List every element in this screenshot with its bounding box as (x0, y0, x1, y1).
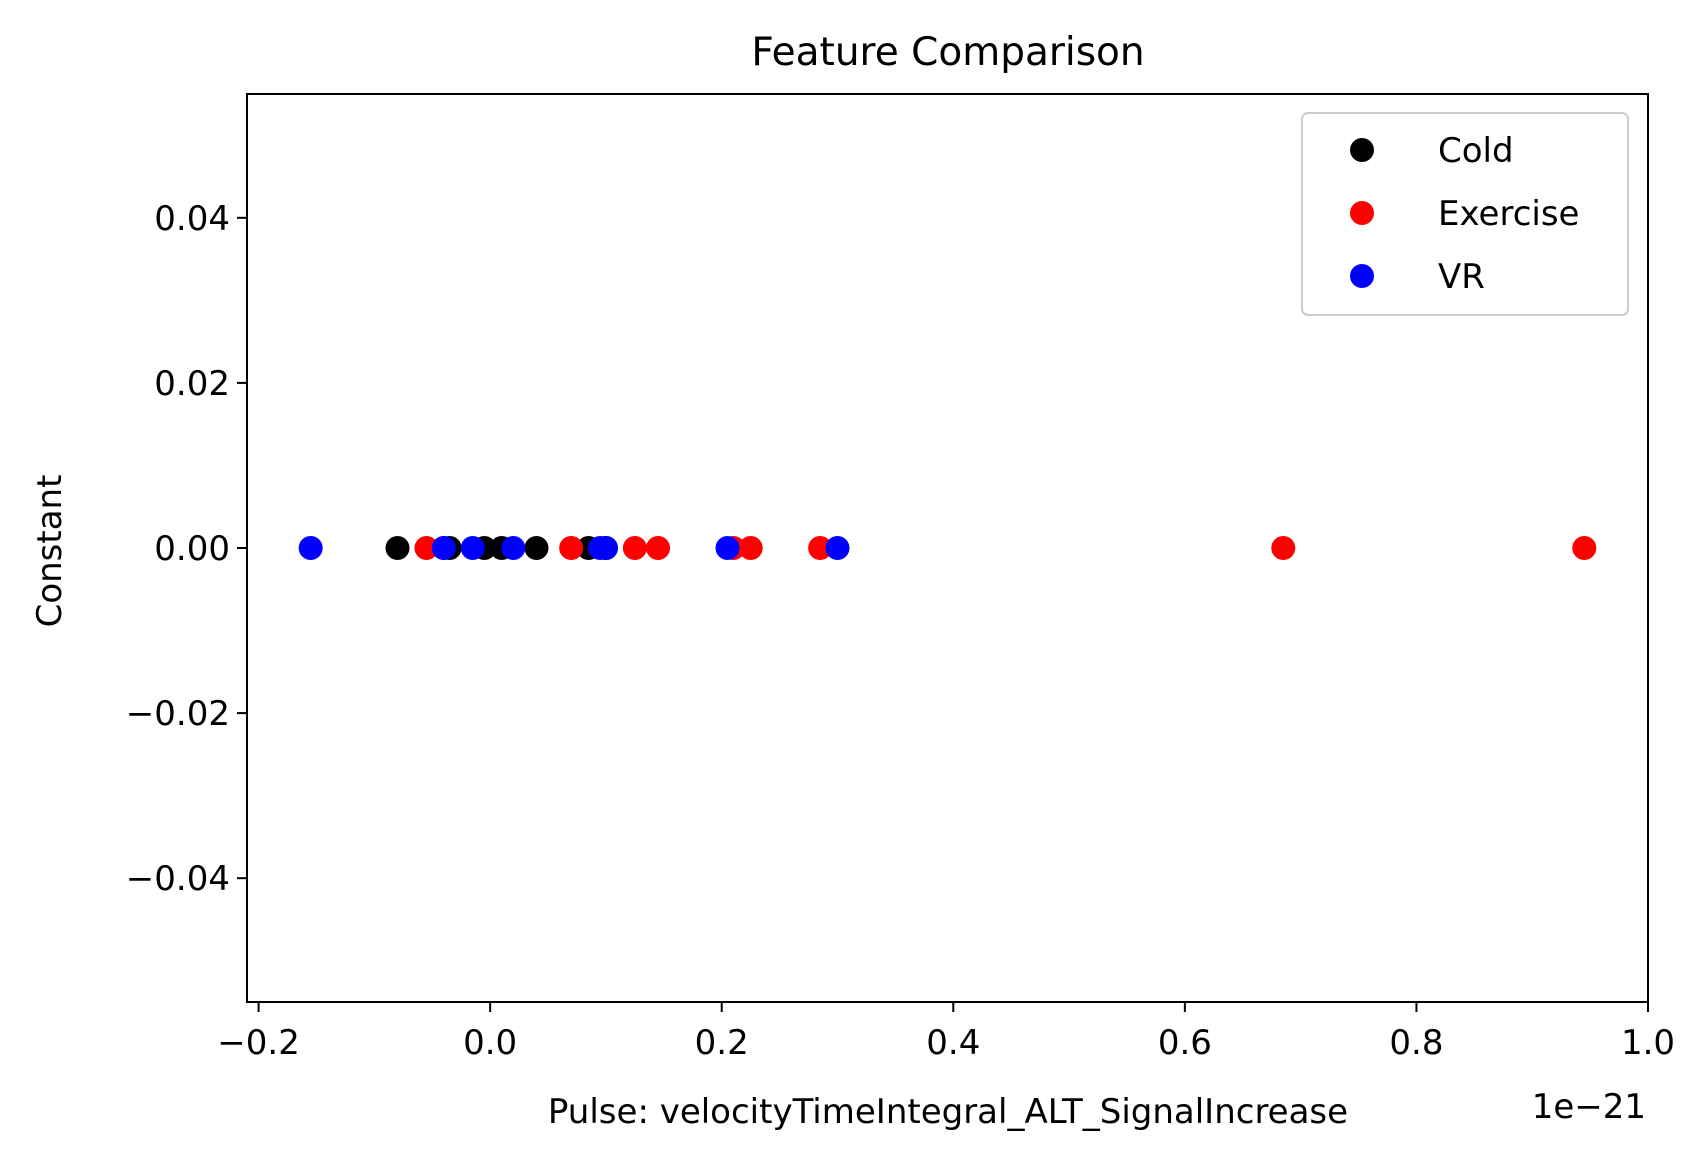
point-vr (460, 536, 485, 560)
legend-label-exercise: Exercise (1438, 194, 1579, 234)
y-tick-label: −0.02 (126, 694, 230, 734)
legend-marker-cold (1350, 138, 1374, 162)
point-exercise (808, 536, 833, 560)
legend-marker-exercise (1350, 201, 1374, 225)
y-tick-label: 0.02 (154, 364, 230, 404)
y-tick-label: −0.04 (126, 859, 230, 899)
x-offset-text: 1e−21 (1532, 1087, 1646, 1127)
point-vr (431, 536, 456, 560)
point-exercise (738, 536, 763, 560)
x-tick-label: −0.2 (217, 1023, 300, 1063)
point-cold (385, 536, 410, 560)
x-tick-label: 0.6 (1158, 1023, 1212, 1063)
legend-box (1301, 112, 1629, 316)
point-vr (298, 536, 323, 560)
legend-marker-vr (1350, 264, 1374, 288)
x-tick-label: 0.2 (695, 1023, 749, 1063)
y-tick-label: 0.00 (154, 529, 230, 569)
y-axis-label: Constant (30, 475, 70, 628)
legend-label-vr: VR (1438, 257, 1485, 297)
point-vr (825, 536, 850, 560)
x-axis: −0.2 0.0 0.2 0.4 0.6 0.8 1.0 (217, 1002, 1675, 1063)
chart-title: Feature Comparison (751, 30, 1144, 75)
plot-area (298, 536, 1597, 560)
point-vr (715, 536, 740, 560)
point-exercise (622, 536, 647, 560)
x-axis-label: Pulse: velocityTimeIntegral_ALT_SignalIn… (548, 1092, 1348, 1132)
point-exercise (1572, 536, 1597, 560)
legend-label-cold: Cold (1438, 131, 1514, 171)
x-tick-label: 0.0 (463, 1023, 517, 1063)
point-exercise (1271, 536, 1296, 560)
point-cold (524, 536, 549, 560)
x-tick-label: 0.4 (926, 1023, 980, 1063)
point-exercise (414, 536, 439, 560)
x-tick-label: 0.8 (1389, 1023, 1443, 1063)
legend: Cold Exercise VR (1301, 112, 1629, 316)
point-vr (593, 536, 618, 560)
point-vr (501, 536, 526, 560)
point-exercise (646, 536, 671, 560)
y-axis: 0.04 0.02 0.00 −0.02 −0.04 (126, 199, 247, 899)
point-exercise (559, 536, 584, 560)
y-tick-label: 0.04 (154, 199, 230, 239)
x-tick-label: 1.0 (1621, 1023, 1675, 1063)
